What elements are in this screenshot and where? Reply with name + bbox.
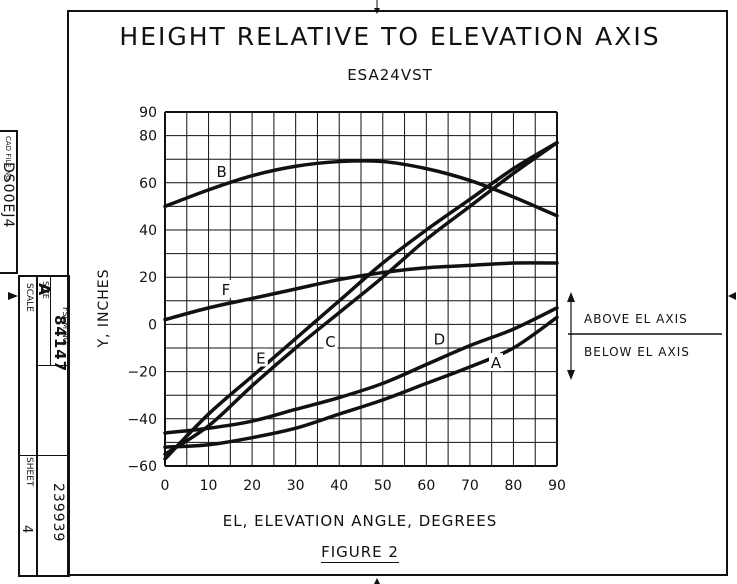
tb-row-divider-3 xyxy=(50,277,51,365)
sheet-label: SHEET xyxy=(24,457,34,487)
x-tick-label: 10 xyxy=(200,478,218,494)
x-tick-label: 0 xyxy=(161,478,170,494)
x-tick-label: 20 xyxy=(243,478,261,494)
axis-divider-annotation xyxy=(567,292,722,380)
series-label-bg-b xyxy=(214,162,229,180)
cad-file-number: DS00EJ4 xyxy=(0,162,16,229)
right-arrow-icon xyxy=(728,292,736,300)
series-label-d: D xyxy=(434,331,446,349)
series-label-c: C xyxy=(325,333,335,351)
y-tick-label: −40 xyxy=(127,412,157,428)
series-label-e: E xyxy=(256,349,265,367)
y-tick-label: −60 xyxy=(127,459,157,475)
y-tick-label: 40 xyxy=(139,223,157,239)
x-tick-label: 50 xyxy=(374,478,392,494)
tick-labels: 0 10 20 30 40 50 60 70 80 90 90 80 60 40 20 0 −20 −40 −60 xyxy=(127,105,565,494)
x-tick-label: 40 xyxy=(330,478,348,494)
series-line-e xyxy=(163,140,559,461)
series-label-bg-c xyxy=(323,331,338,350)
series-label-bg-f xyxy=(218,280,233,298)
series-line-c xyxy=(163,140,559,456)
arrow-down-icon xyxy=(567,370,575,380)
fscm-value: 84147 xyxy=(51,315,69,373)
series-label-bg-e xyxy=(253,348,268,367)
arrow-up-icon xyxy=(567,292,575,302)
above-axis-annotation: ABOVE EL AXIS xyxy=(584,312,688,326)
x-axis-label: EL, ELEVATION ANGLE, DEGREES xyxy=(222,512,498,530)
sheet-value: 4 xyxy=(19,525,34,534)
series-label-a: A xyxy=(491,354,502,372)
x-tick-label: 70 xyxy=(461,478,479,494)
series-label-bg-a xyxy=(489,353,504,372)
series-line-d xyxy=(163,306,559,435)
chart-subtitle: ESA24VST xyxy=(347,66,433,84)
series-labels: A B C D E F xyxy=(214,162,504,372)
series-line-f xyxy=(163,261,559,322)
figure-caption-text: FIGURE 2 xyxy=(321,543,399,563)
series-label-bg-d xyxy=(432,329,447,348)
size-value: A xyxy=(35,283,54,296)
x-tick-label: 30 xyxy=(287,478,305,494)
x-tick-label: 90 xyxy=(548,478,566,494)
left-arrow-icon xyxy=(8,292,18,300)
y-tick-label: 80 xyxy=(139,129,157,145)
y-tick-label: −20 xyxy=(127,365,157,381)
series-lines xyxy=(163,140,559,461)
series-label-b: B xyxy=(216,163,226,181)
x-tick-label: 60 xyxy=(417,478,435,494)
grid xyxy=(164,111,558,467)
title-block: SCALE SIZE A FSCM NO. 84147 239939 SHEET… xyxy=(18,275,70,577)
scale-label: SCALE xyxy=(24,283,34,312)
bottom-arrow-icon xyxy=(374,578,380,584)
x-tick-label: 80 xyxy=(505,478,523,494)
tb-scale-divider xyxy=(36,277,38,577)
series-label-f: F xyxy=(222,281,231,299)
cad-file-box: CAD FILE NO. DS00EJ4 xyxy=(0,130,18,274)
y-tick-label: 60 xyxy=(139,176,157,192)
y-tick-label: 20 xyxy=(139,270,157,286)
below-axis-annotation: BELOW EL AXIS xyxy=(584,345,690,359)
chart-title: HEIGHT RELATIVE TO ELEVATION AXIS xyxy=(119,22,661,51)
figure-caption: FIGURE 2 xyxy=(160,543,560,563)
tb-row-divider-1 xyxy=(36,365,70,366)
tb-row-divider-2 xyxy=(20,455,70,456)
drawing-number: 239939 xyxy=(50,483,66,543)
y-tick-label: 90 xyxy=(139,105,157,121)
y-tick-label: 0 xyxy=(148,317,157,333)
top-arrow-icon xyxy=(374,8,380,14)
